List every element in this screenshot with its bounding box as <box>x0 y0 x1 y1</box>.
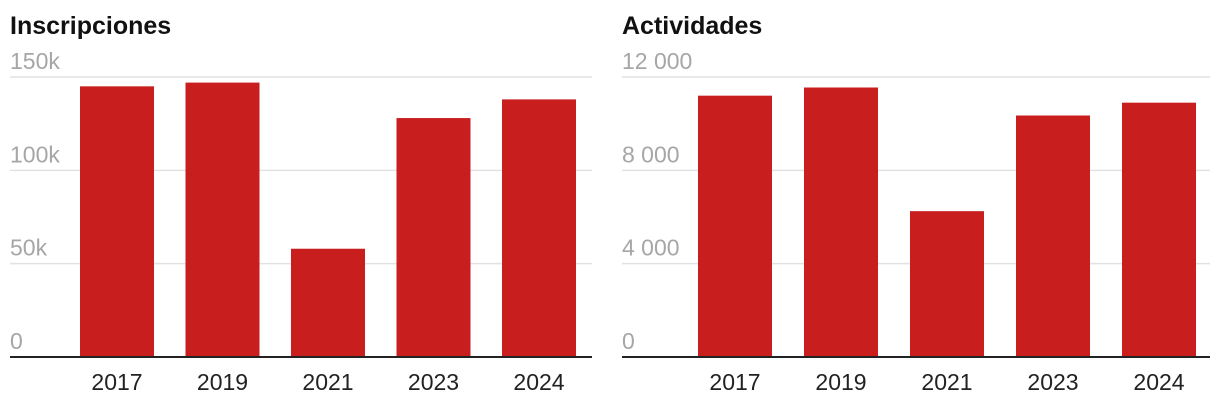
inscripciones-bar-2024 <box>502 99 576 358</box>
actividades-y-tick-label-1: 4 000 <box>622 235 680 261</box>
inscripciones-bar-2023 <box>396 118 471 357</box>
actividades-x-tick-label-2019: 2019 <box>815 369 866 395</box>
inscripciones-y-tick-label-3: 150k <box>10 48 60 74</box>
actividades-bar-2021 <box>910 211 984 357</box>
actividades-bar-2023 <box>1016 115 1090 357</box>
actividades-y-tick-label-2: 8 000 <box>622 141 680 167</box>
actividades-x-tick-label-2017: 2017 <box>709 369 760 395</box>
actividades-y-tick-label-0: 0 <box>622 328 635 354</box>
actividades-chart-title: Actividades <box>622 12 762 40</box>
inscripciones-x-tick-label-2021: 2021 <box>302 369 353 395</box>
inscripciones-chart-title: Inscripciones <box>10 12 171 40</box>
actividades-bar-2019 <box>804 87 878 357</box>
actividades-y-tick-label-3: 12 000 <box>622 48 692 74</box>
inscripciones-bar-2017 <box>80 86 154 357</box>
actividades-bar-2017 <box>698 95 772 358</box>
inscripciones-x-tick-label-2019: 2019 <box>197 369 248 395</box>
inscripciones-y-tick-label-0: 0 <box>10 328 23 354</box>
inscripciones-bar-2021 <box>291 248 365 357</box>
actividades-x-tick-label-2023: 2023 <box>1027 369 1078 395</box>
actividades-x-tick-label-2021: 2021 <box>921 369 972 395</box>
inscripciones-y-tick-label-1: 50k <box>10 235 48 261</box>
actividades-x-tick-label-2024: 2024 <box>1133 369 1184 395</box>
inscripciones-x-tick-label-2024: 2024 <box>513 369 564 395</box>
inscripciones-y-tick-label-2: 100k <box>10 141 60 167</box>
inscripciones-x-tick-label-2023: 2023 <box>408 369 459 395</box>
inscripciones-bar-2019 <box>185 82 260 357</box>
actividades-bar-2024 <box>1122 102 1196 358</box>
inscripciones-x-tick-label-2017: 2017 <box>91 369 142 395</box>
